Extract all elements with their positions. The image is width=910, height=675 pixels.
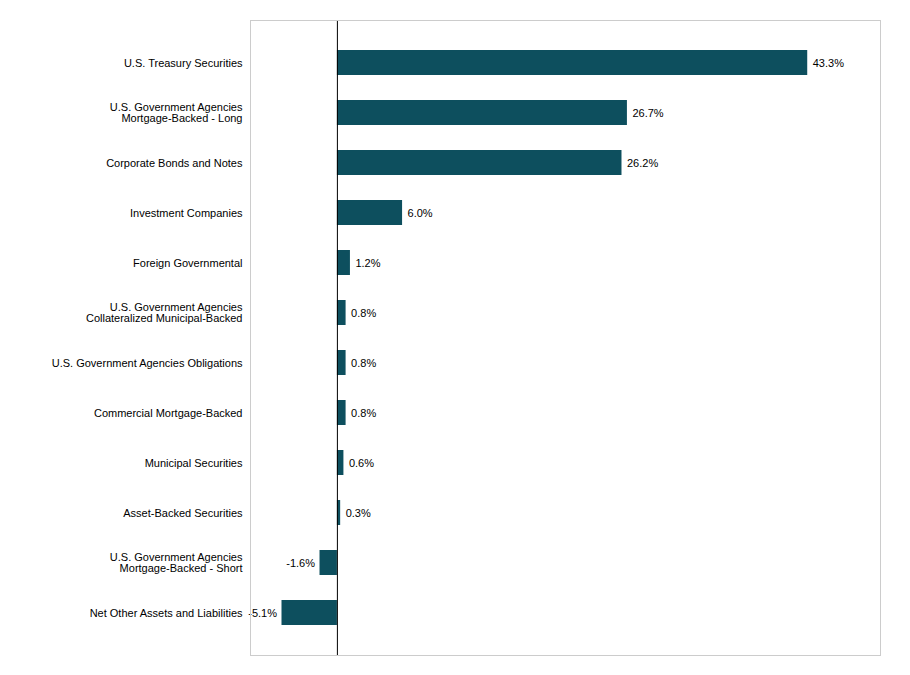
svg-text:6.0%: 6.0%: [408, 207, 433, 219]
svg-text:-1.6%: -1.6%: [286, 557, 315, 569]
svg-text:U.S. Government AgenciesMortga: U.S. Government AgenciesMortgage-Backed …: [110, 551, 243, 574]
svg-text:Asset-Backed Securities: Asset-Backed Securities: [123, 507, 243, 519]
svg-text:43.3%: 43.3%: [813, 57, 844, 69]
svg-text:Net Other Assets and Liabiliti: Net Other Assets and Liabilities: [90, 607, 243, 619]
svg-text:Corporate Bonds and Notes: Corporate Bonds and Notes: [106, 157, 243, 169]
svg-text:1.2%: 1.2%: [355, 257, 380, 269]
svg-text:0.3%: 0.3%: [346, 507, 371, 519]
svg-text:U.S. Government Agencies Oblig: U.S. Government Agencies Obligations: [52, 357, 243, 369]
svg-text:Foreign Governmental: Foreign Governmental: [133, 257, 242, 269]
svg-text:Commercial Mortgage-Backed: Commercial Mortgage-Backed: [94, 407, 243, 419]
svg-text:0.8%: 0.8%: [351, 357, 376, 369]
svg-text:0.8%: 0.8%: [351, 407, 376, 419]
svg-text:Investment Companies: Investment Companies: [130, 207, 243, 219]
svg-text:26.2%: 26.2%: [627, 157, 658, 169]
svg-text:-5.1%: -5.1%: [248, 607, 277, 619]
svg-text:0.6%: 0.6%: [349, 457, 374, 469]
svg-text:U.S. Government AgenciesMortga: U.S. Government AgenciesMortgage-Backed …: [110, 101, 243, 124]
svg-text:U.S. Government AgenciesCollat: U.S. Government AgenciesCollateralized M…: [86, 301, 243, 324]
svg-text:U.S. Treasury Securities: U.S. Treasury Securities: [124, 57, 243, 69]
svg-text:26.7%: 26.7%: [632, 107, 663, 119]
svg-text:0.8%: 0.8%: [351, 307, 376, 319]
svg-text:Municipal Securities: Municipal Securities: [145, 457, 243, 469]
